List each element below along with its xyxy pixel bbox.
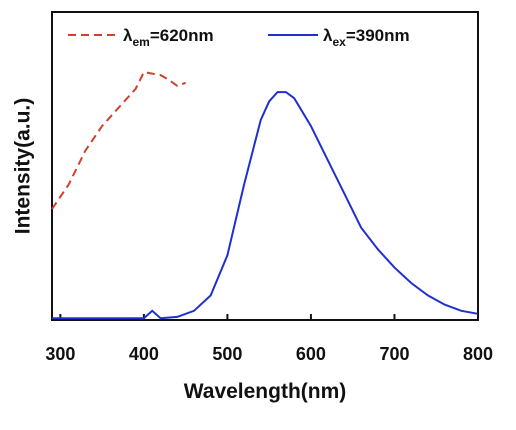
legend-label: λex=390nm <box>323 26 410 49</box>
x-tick-label: 500 <box>212 344 242 364</box>
y-axis-label: Intensity(a.u.) <box>12 98 35 235</box>
line <box>52 91 479 320</box>
legend-label: λem=620nm <box>123 26 214 49</box>
x-axis-label: Wavelength(nm) <box>184 380 347 403</box>
x-tick-label: 700 <box>379 344 409 364</box>
x-tick-label: 600 <box>296 344 326 364</box>
line <box>51 70 186 210</box>
x-tick-label: 300 <box>45 344 75 364</box>
x-tick-label: 800 <box>463 344 493 364</box>
plot-frame <box>51 11 479 321</box>
x-tick-label: 400 <box>129 344 159 364</box>
